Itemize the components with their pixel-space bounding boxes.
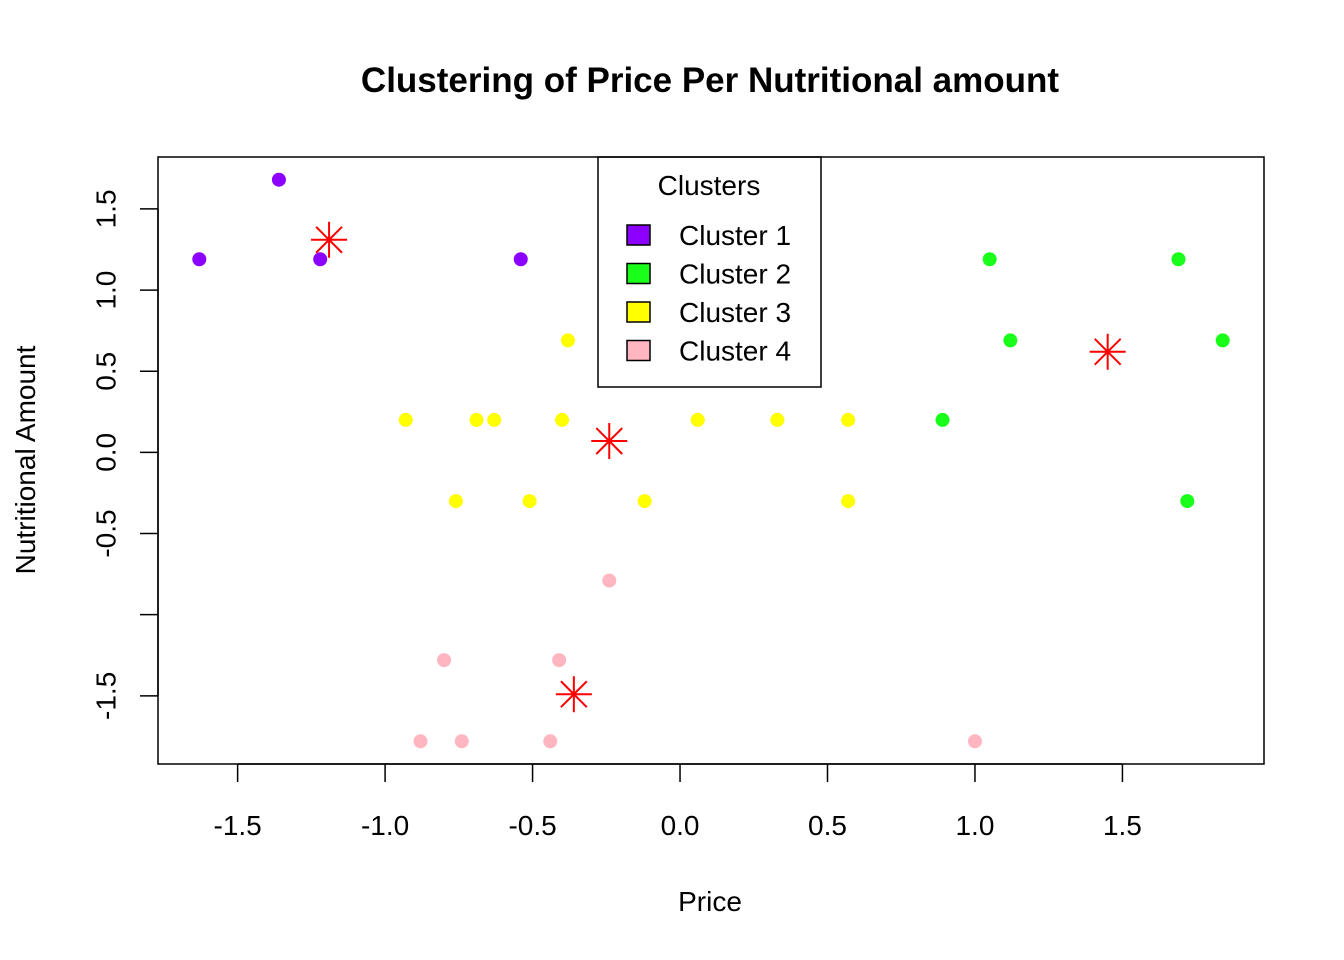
legend-label: Cluster 4 [679, 336, 791, 367]
data-point [469, 412, 484, 427]
legend-items: Cluster 1 Cluster 2 Cluster 3 Cluster 4 [626, 220, 791, 367]
data-points [192, 172, 1230, 749]
x-tick-label: 1.5 [1103, 810, 1142, 841]
x-axis-title: Price [678, 886, 742, 917]
y-tick-label: 0.0 [90, 433, 121, 472]
x-tick-label: -0.5 [508, 810, 556, 841]
legend-item-cluster-1: Cluster 1 [626, 220, 791, 251]
data-point [454, 734, 469, 749]
y-tick-label: 1.0 [90, 271, 121, 310]
data-point [982, 252, 997, 267]
legend-label: Cluster 2 [679, 259, 791, 290]
data-point [935, 412, 950, 427]
data-point [967, 734, 982, 749]
y-tick-label: 0.5 [90, 352, 121, 391]
data-point [487, 412, 502, 427]
legend-item-cluster-2: Cluster 2 [626, 259, 791, 290]
legend-item-cluster-4: Cluster 4 [626, 336, 791, 367]
legend-swatch [626, 301, 651, 323]
data-point [560, 333, 575, 348]
data-point [413, 734, 428, 749]
chart-title: Clustering of Price Per Nutritional amou… [361, 61, 1059, 100]
centroid-marker [591, 423, 628, 460]
legend-swatch [626, 262, 651, 285]
data-point [1180, 494, 1195, 509]
data-point [770, 412, 785, 427]
data-point [543, 734, 558, 749]
centroid-marker [1089, 333, 1126, 370]
data-point [1003, 333, 1018, 348]
data-point [513, 252, 528, 267]
data-point [522, 494, 537, 509]
data-point [841, 412, 856, 427]
data-point [552, 653, 567, 668]
data-point [313, 252, 328, 267]
cluster-centroids [311, 221, 1126, 713]
data-point [192, 252, 207, 267]
centroid-marker [555, 676, 592, 713]
y-tick-label: -0.5 [90, 509, 121, 557]
y-axis-title: Nutritional Amount [10, 345, 41, 574]
data-point [602, 573, 617, 588]
data-point [271, 172, 286, 187]
data-point [841, 494, 856, 509]
data-point [398, 412, 413, 427]
data-point [437, 653, 452, 668]
x-tick-label: 1.0 [955, 810, 994, 841]
data-point [1171, 252, 1186, 267]
data-point [448, 494, 463, 509]
data-point [637, 494, 652, 509]
legend-label: Cluster 3 [679, 297, 791, 328]
x-tick-label: 0.5 [808, 810, 847, 841]
legend-label: Cluster 1 [679, 220, 791, 251]
legend-title: Clusters [658, 170, 761, 201]
x-tick-label: 0.0 [661, 810, 700, 841]
x-tick-label: -1.0 [361, 810, 409, 841]
legend-item-cluster-3: Cluster 3 [626, 297, 791, 328]
x-tick-label: -1.5 [214, 810, 262, 841]
legend-swatch [626, 224, 651, 246]
series-cluster-2 [935, 252, 1230, 509]
legend-box [597, 156, 822, 388]
data-point [690, 412, 705, 427]
centroid-marker [311, 221, 348, 258]
series-cluster-1 [192, 172, 528, 267]
series-cluster-3 [398, 333, 856, 509]
x-axis: -1.5 -1.0 -0.5 0.0 0.5 1.0 1.5 [214, 763, 1142, 841]
y-axis: -1.5 -0.5 0.0 0.5 1.0 1.5 [90, 189, 159, 720]
y-tick-label: 1.5 [90, 189, 121, 228]
y-tick-label: -1.5 [90, 672, 121, 720]
data-point [555, 412, 570, 427]
data-point [1215, 333, 1230, 348]
legend-swatch [626, 339, 651, 362]
series-cluster-4 [413, 573, 982, 749]
